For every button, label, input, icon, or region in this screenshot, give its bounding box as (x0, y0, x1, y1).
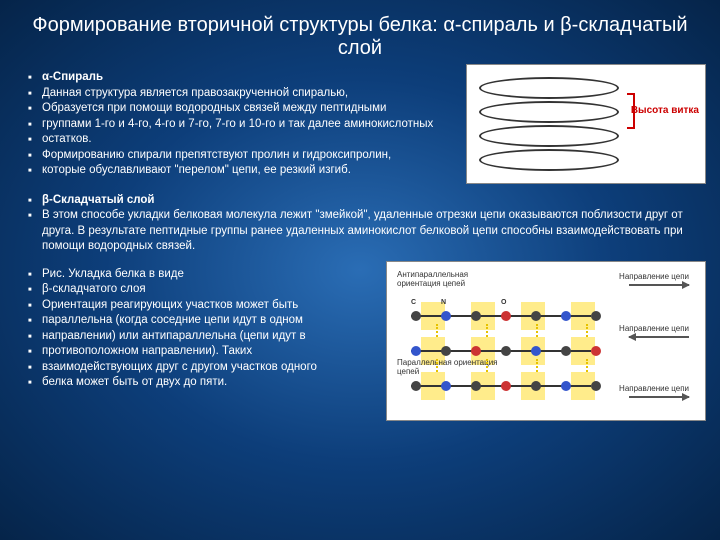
slide-content: α-Спираль Данная структура является прав… (0, 70, 720, 391)
beta-sheet-diagram: Антипараллельная ориентация цепей Направ… (386, 261, 706, 421)
fig-item: направлении) или антипараллельна (цепи и… (28, 329, 378, 345)
fig-item: β-складчатого слоя (28, 282, 378, 298)
alpha-item: Данная структура является правозакрученн… (28, 86, 458, 102)
beta-heading: β-Складчатый слой (28, 193, 700, 209)
alpha-item: группами 1-го и 4-го, 4-го и 7-го, 7-го … (28, 117, 458, 133)
direction-arrow-icon (629, 284, 689, 286)
alpha-item: Образуется при помощи водородных связей … (28, 101, 458, 117)
alpha-item: Формированию спирали препятствуют пролин… (28, 148, 458, 164)
helix-diagram: Высота витка (466, 64, 706, 184)
fig-item: параллельна (когда соседние цепи идут в … (28, 313, 378, 329)
section-beta-sheet-fig: Рис. Укладка белка в виде β-складчатого … (28, 267, 700, 391)
anti-label: Антипараллельная ориентация цепей (397, 270, 507, 288)
direction-arrow-icon (629, 336, 689, 338)
slide-title: Формирование вторичной структуры белка: … (0, 0, 720, 70)
beta-body: В этом способе укладки белковая молекула… (28, 208, 700, 255)
fig-item: противоположном направлении). Таких (28, 344, 378, 360)
alpha-heading: α-Спираль (28, 70, 458, 86)
dir-label: Направление цепи (619, 324, 689, 333)
alpha-item: которые обуславливают "перелом" цепи, ее… (28, 163, 458, 179)
helix-height-label: Высота витка (631, 105, 699, 116)
fig-item: белка может быть от двух до пяти. (28, 375, 378, 391)
section-alpha-helix: α-Спираль Данная структура является прав… (28, 70, 700, 179)
section-beta-sheet-intro: β-Складчатый слой В этом способе укладки… (28, 193, 700, 255)
dir-label: Направление цепи (619, 384, 689, 393)
fig-item: Рис. Укладка белка в виде (28, 267, 378, 283)
fig-item: взаимодействующих друг с другом участков… (28, 360, 378, 376)
direction-arrow-icon (629, 396, 689, 398)
dir-label: Направление цепи (619, 272, 689, 281)
alpha-item: остатков. (28, 132, 458, 148)
fig-item: Ориентация реагирующих участков может бы… (28, 298, 378, 314)
